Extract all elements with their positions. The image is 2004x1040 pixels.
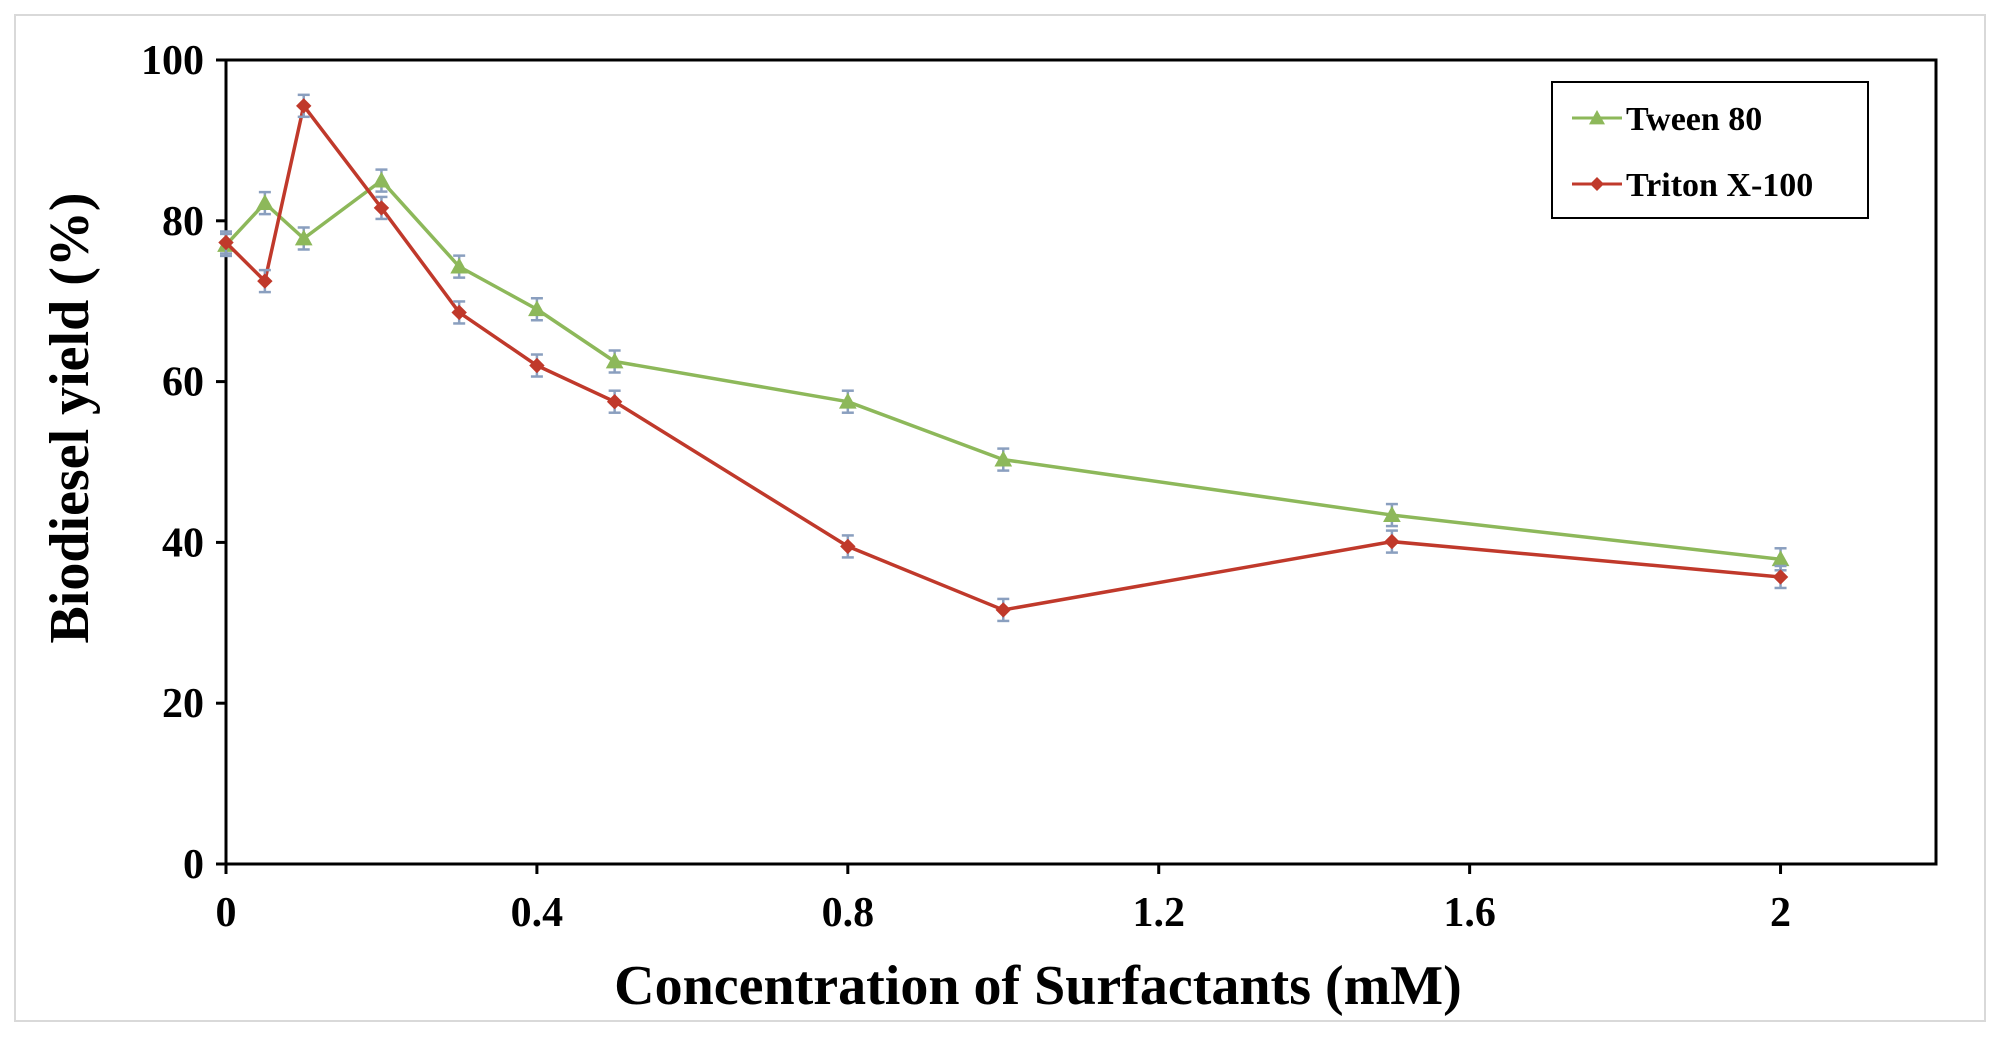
legend-label-tween: Tween 80 (1626, 101, 1762, 138)
data-point-tween-80 (1383, 506, 1401, 522)
x-tick-label: 2 (1770, 890, 1791, 936)
legend-box (1551, 81, 1869, 219)
y-axis-title: Biodiesel yield (%) (39, 192, 101, 643)
y-tick-label: 40 (162, 520, 204, 566)
data-point-tween-80 (450, 257, 469, 274)
x-tick-label: 0 (216, 890, 237, 936)
data-point-tween-80 (294, 229, 313, 246)
data-point-tween-80 (256, 194, 274, 211)
plot-border (224, 58, 1938, 866)
series-line-tween-80 (224, 178, 1781, 562)
x-axis-title: Concentration of Surfactants (mM) (614, 955, 1462, 1017)
data-point-triton-x-100 (218, 234, 234, 251)
data-point-triton-x-100 (1772, 569, 1789, 585)
x-tick-label: 1.6 (1443, 890, 1496, 936)
y-tick-label: 60 (162, 360, 204, 406)
data-point-triton-x-100 (373, 200, 390, 216)
chart-svg: 0 20 40 60 80 100 0 0.4 0.8 1.2 1.6 2 Biodiesel yi… (39, 38, 1938, 1017)
data-point-triton-x-100 (606, 393, 623, 410)
y-axis-ticks: 0 20 40 60 80 100 (141, 38, 226, 888)
y-tick-label: 80 (162, 199, 204, 245)
data-point-tween-80 (372, 171, 391, 188)
x-tick-label: 0.8 (822, 890, 875, 936)
data-point-tween-80 (838, 392, 857, 409)
y-tick-label: 0 (183, 842, 204, 888)
series-layer (217, 93, 1790, 623)
legend-marker-tween (1589, 110, 1605, 125)
data-point-triton-x-100 (529, 357, 545, 374)
plot-area (224, 58, 1938, 866)
data-point-triton-x-100 (296, 98, 312, 114)
chart-frame: 0 20 40 60 80 100 0 0.4 0.8 1.2 1.6 2 Biodiesel yi… (14, 14, 1986, 1022)
data-point-triton-x-100 (1384, 533, 1400, 550)
legend-label-triton: Triton X-100 (1626, 167, 1813, 204)
x-axis-ticks: 0 0.4 0.8 1.2 1.6 2 (216, 864, 1791, 936)
x-tick-label: 1.2 (1132, 890, 1185, 936)
data-point-tween-80 (605, 352, 624, 369)
data-point-tween-80 (528, 300, 546, 317)
y-tick-label: 20 (162, 681, 204, 727)
data-point-triton-x-100 (257, 273, 273, 289)
legend-marker-triton (1590, 177, 1604, 191)
legend: Tween 80 Triton X-100 (1551, 81, 1869, 219)
data-point-triton-x-100 (451, 304, 467, 321)
data-point-triton-x-100 (995, 602, 1011, 618)
y-tick-label: 100 (141, 38, 204, 84)
x-tick-label: 0.4 (511, 890, 564, 936)
data-point-tween-80 (994, 450, 1013, 467)
data-point-triton-x-100 (840, 538, 856, 555)
